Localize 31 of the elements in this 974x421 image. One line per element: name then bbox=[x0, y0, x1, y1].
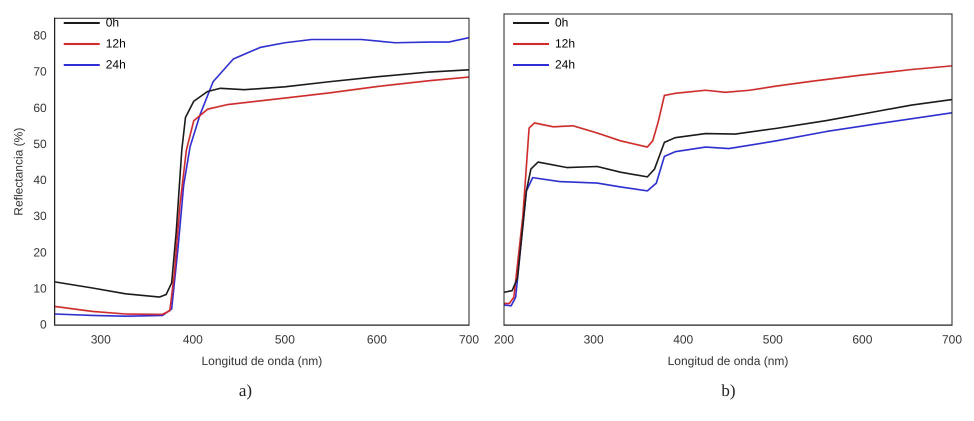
x-axis-title: Longitud de onda (nm) bbox=[202, 354, 322, 368]
y-tick-label: 0 bbox=[40, 318, 48, 332]
y-tick-label: 40 bbox=[33, 173, 48, 188]
legend-label: 0h bbox=[555, 15, 568, 30]
text: b) bbox=[721, 381, 736, 401]
x-tick-label: 600 bbox=[366, 332, 388, 347]
legend-label: 12h bbox=[555, 36, 576, 50]
legend-label: 0h bbox=[106, 15, 120, 30]
legend-label: 24h bbox=[106, 57, 126, 72]
y-tick-label: 10 bbox=[33, 281, 48, 296]
y-tick-label: 80 bbox=[33, 28, 48, 43]
x-tick-label: 700 bbox=[942, 332, 962, 347]
x-tick-label: 200 bbox=[494, 332, 514, 347]
x-tick-label: 700 bbox=[458, 332, 480, 347]
y-tick-label: 20 bbox=[33, 245, 48, 260]
y-tick-label: 50 bbox=[33, 136, 48, 151]
x-tick-label: 300 bbox=[90, 332, 112, 347]
legend-label: 24h bbox=[555, 57, 576, 72]
x-axis-title: Longitud de onda (nm) bbox=[668, 354, 788, 368]
x-tick-label: 500 bbox=[762, 332, 784, 347]
y-tick-label: 70 bbox=[33, 64, 48, 79]
x-tick-label: 300 bbox=[584, 332, 604, 347]
y-tick-label: 60 bbox=[33, 100, 48, 115]
x-tick-label: 400 bbox=[673, 332, 694, 347]
x-tick-label: 400 bbox=[182, 332, 204, 347]
text: a) bbox=[238, 381, 252, 401]
x-tick-label: 600 bbox=[852, 332, 873, 347]
x-tick-label: 500 bbox=[274, 332, 296, 347]
legend-label: 12h bbox=[106, 36, 126, 50]
y-axis-title: Reflectancia (%) bbox=[12, 128, 26, 216]
y-tick-label: 30 bbox=[33, 209, 48, 224]
